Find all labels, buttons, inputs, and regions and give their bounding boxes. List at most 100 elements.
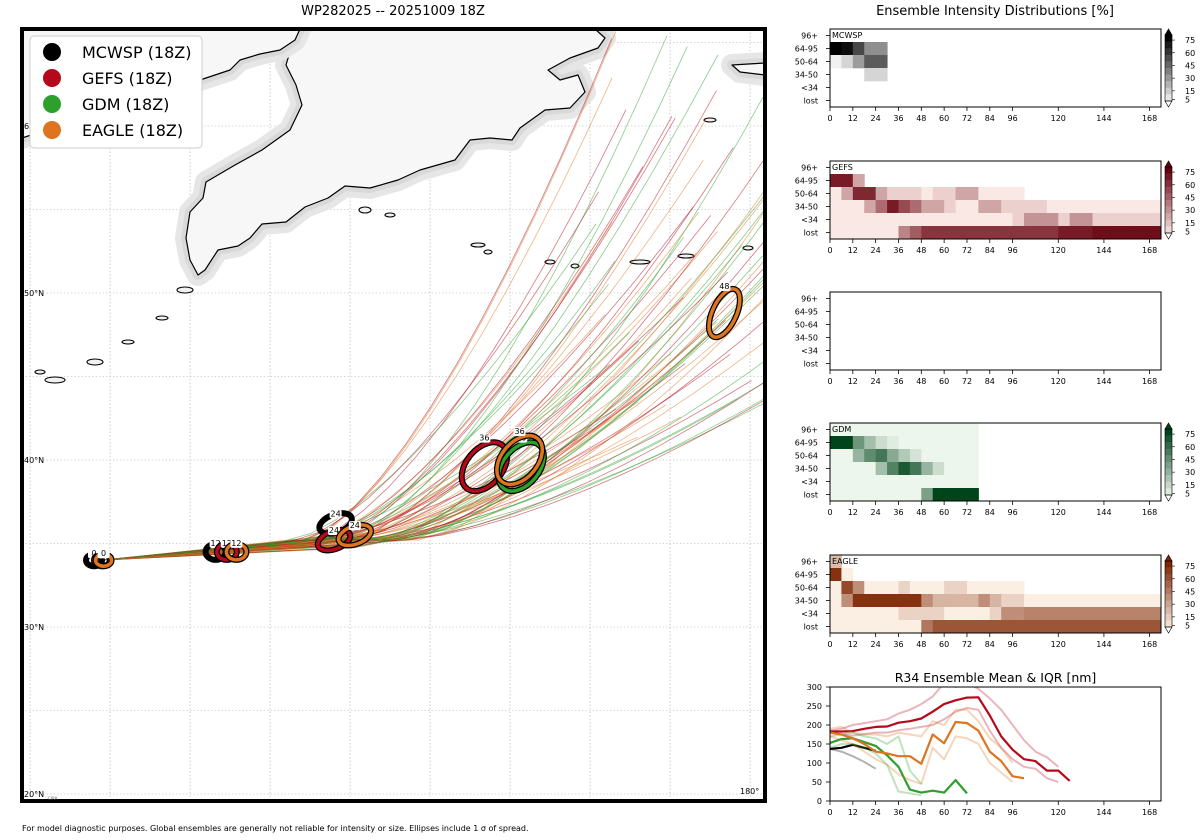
colorbar-segment <box>1165 574 1172 582</box>
heatmap-ylabel: 64-95 <box>795 308 818 317</box>
r34-xlabel: 60 <box>939 808 949 817</box>
colorbar-frame <box>1164 34 1173 102</box>
heatmap-cell <box>955 462 968 476</box>
heatmap-cell <box>944 462 957 476</box>
heatmap-cell <box>955 475 968 489</box>
heatmap-cell <box>830 42 842 56</box>
heatmap-xlabel: 48 <box>916 377 926 386</box>
heatmap-cell <box>841 462 854 476</box>
heatmap-cell <box>909 607 922 621</box>
heatmap-cell <box>841 213 854 227</box>
colorbar-max-arrow <box>1164 554 1173 562</box>
heatmap-cell <box>1149 594 1162 608</box>
heatmap-ylabel: 34-50 <box>795 71 818 80</box>
heatmap-cell <box>898 226 911 240</box>
heatmap-cell <box>875 594 888 608</box>
r34-xlabel: 36 <box>893 808 903 817</box>
right-panel-title: Ensemble Intensity Distributions [%] <box>876 4 1114 19</box>
colorbar-segment <box>1165 587 1172 595</box>
heatmap-cell <box>978 187 991 201</box>
heatmap-cell <box>1069 620 1082 634</box>
heatmap-cell <box>909 620 922 634</box>
heatmap-ylabel: 64-95 <box>795 45 818 54</box>
heatmap-cell <box>1103 213 1116 227</box>
colorbar-label: 45 <box>1185 455 1195 464</box>
r34-line-gefs-iqr-lower <box>830 706 1059 783</box>
heatmap-cell <box>875 581 888 595</box>
heatmap-ylabel: lost <box>804 229 818 238</box>
heatmap-cell <box>898 581 911 595</box>
heatmap-title: GEFS <box>832 163 853 172</box>
heatmap-cell <box>852 423 865 437</box>
heatmap-cell <box>955 213 968 227</box>
r34-line-eagle-mean <box>830 720 1025 780</box>
heatmap-cell <box>898 213 911 227</box>
land-mass <box>731 62 765 76</box>
heatmap-cell <box>1046 607 1059 621</box>
heatmap-cell <box>898 423 911 437</box>
heatmap-cell <box>875 449 888 463</box>
heatmap-cell <box>1115 226 1128 240</box>
heatmap-cell <box>921 213 934 227</box>
heatmap-xlabel: 168 <box>1142 640 1157 649</box>
heatmap-cell <box>966 226 979 240</box>
heatmap-cell <box>830 436 842 450</box>
heatmap-cell <box>1024 213 1036 227</box>
heatmap-cell <box>966 436 979 450</box>
heatmap-cell <box>841 187 854 201</box>
heatmap-cell <box>852 449 865 463</box>
heatmap-xlabel: 48 <box>916 640 926 649</box>
heatmap-cell <box>1138 620 1151 634</box>
legend-marker-eagle <box>43 121 61 139</box>
heatmap-cell <box>944 436 957 450</box>
heatmap-xlabel: 168 <box>1142 246 1157 255</box>
heatmap-xlabel: 0 <box>827 508 832 517</box>
heatmap-cell <box>830 607 842 621</box>
colorbar-segment <box>1165 455 1172 463</box>
heatmap-cell <box>1103 607 1116 621</box>
colorbar-label: 75 <box>1185 168 1195 177</box>
heatmap-cell <box>887 475 899 489</box>
heatmap-cell <box>989 200 1002 214</box>
heatmap-cell <box>887 449 899 463</box>
tau-label: 0 <box>91 549 96 558</box>
legend-marker-gdm <box>43 95 61 113</box>
heatmap-cell <box>966 488 979 502</box>
heatmap-cell <box>1001 213 1014 227</box>
heatmap-cell <box>955 226 968 240</box>
heatmap-cell <box>864 488 877 502</box>
heatmap-cell <box>830 55 842 69</box>
heatmap-xlabel: 60 <box>939 377 949 386</box>
colorbar-segment <box>1165 186 1172 194</box>
heatmap-ylabel: 34-50 <box>795 465 818 474</box>
heatmap-cell <box>887 436 899 450</box>
heatmap-xlabel: 96 <box>1008 640 1018 649</box>
heatmap-cell <box>1012 607 1025 621</box>
island <box>358 206 372 214</box>
r34-line-mcwsp-mean <box>830 743 876 752</box>
heatmap-xlabel: 72 <box>962 114 972 123</box>
heatmap-cell <box>978 581 991 595</box>
heatmap-cell <box>852 55 865 69</box>
r34-line-gefs-mean <box>830 696 1071 782</box>
lat-label: 40°N <box>24 456 44 465</box>
heatmap-ylabel: <34 <box>801 478 818 487</box>
heatmap-cell <box>841 449 854 463</box>
heatmap-cell <box>852 488 865 502</box>
heatmap-ylabel: 96+ <box>801 32 818 41</box>
heatmap-cell <box>875 42 888 56</box>
colorbar-min-arrow <box>1164 494 1173 502</box>
heatmap-cell <box>1092 594 1105 608</box>
island <box>44 376 66 384</box>
heatmap-cell <box>887 607 899 621</box>
heatmap-cell <box>852 42 865 56</box>
heatmap-cell <box>989 594 1002 608</box>
r34-ylabel: 200 <box>807 721 822 730</box>
heatmap-xlabel: 60 <box>939 508 949 517</box>
colorbar-segment <box>1165 448 1172 456</box>
lat-label: 50°N <box>24 289 44 298</box>
heatmap-cell <box>1138 200 1151 214</box>
tau-label: 48 <box>719 282 729 291</box>
tau-label: 36 <box>479 434 489 443</box>
forecast-ellipse-eagle-36 <box>493 432 546 488</box>
